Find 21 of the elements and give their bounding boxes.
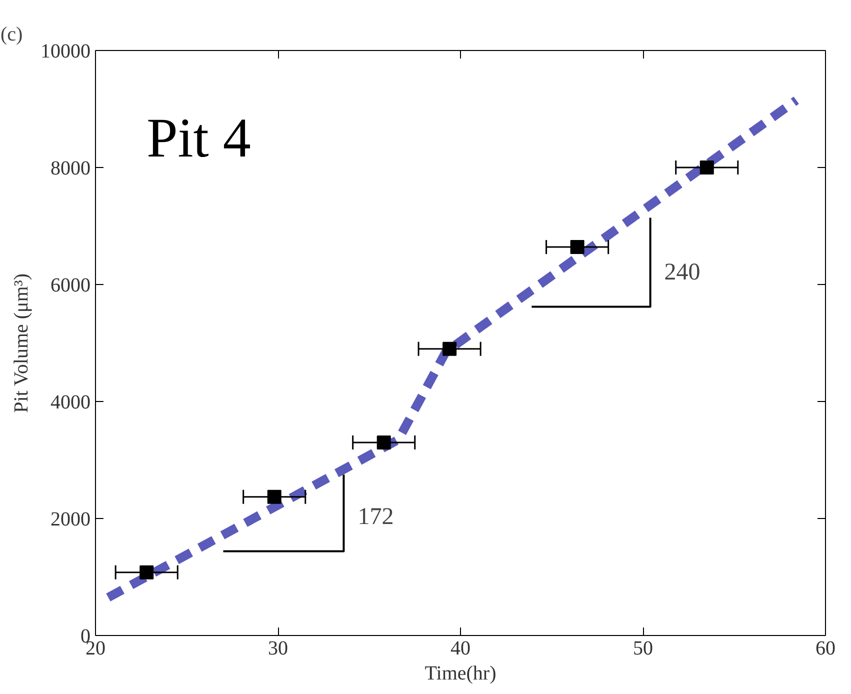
x-axis-title: Time(hr) [424, 662, 496, 684]
y-tick-label: 4000 [50, 392, 90, 414]
point [570, 240, 584, 254]
annotation: 172 [358, 504, 394, 530]
annotation: Pit 4 [146, 107, 251, 170]
y-tick-label: 8000 [50, 158, 90, 180]
chart-title: (c) [0, 24, 23, 46]
point [700, 160, 714, 174]
x-tick-label: 30 [268, 638, 288, 660]
y-tick-label: 6000 [50, 274, 90, 296]
point [267, 490, 282, 504]
x-tick-label: 40 [450, 638, 470, 660]
y-tick-label: 2000 [50, 508, 90, 530]
x-tick-label: 50 [633, 638, 653, 660]
point [376, 435, 391, 450]
y-axis-title: Pit Volume (μm³) [10, 274, 32, 413]
annotation: 240 [664, 260, 700, 286]
x-tick-label: 60 [816, 638, 836, 660]
point [442, 342, 457, 356]
y-tick-label: 10000 [40, 40, 90, 62]
point [140, 565, 154, 580]
